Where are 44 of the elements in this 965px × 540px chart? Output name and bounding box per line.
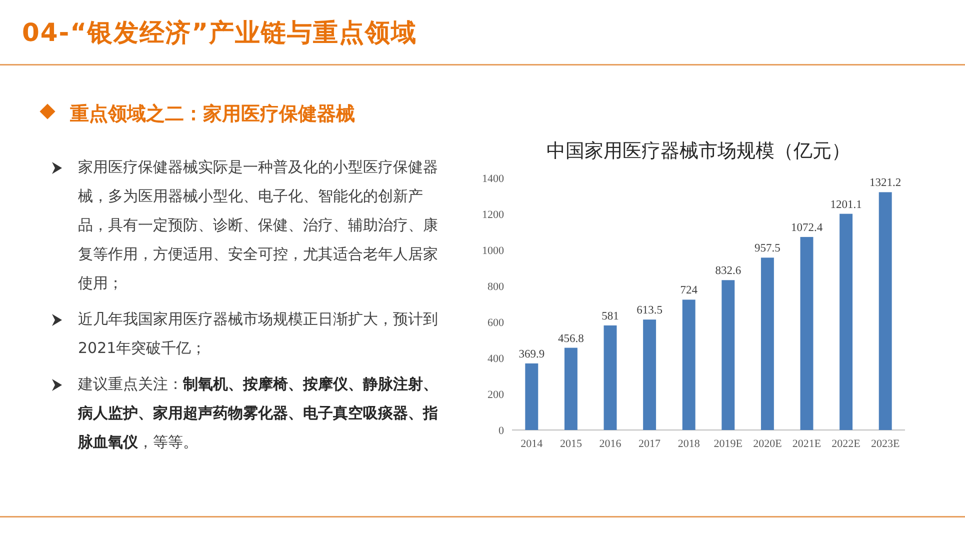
data-label: 456.8 <box>558 332 584 345</box>
y-tick-label: 1200 <box>482 209 504 221</box>
x-tick-label: 2023E <box>870 438 900 450</box>
x-tick-label: 2017 <box>638 438 662 450</box>
bar <box>760 258 774 430</box>
data-label: 832.6 <box>715 265 742 278</box>
text: 重点领域之二：家用医疗保健器械 <box>70 102 355 127</box>
data-label: 1321.2 <box>870 177 902 190</box>
bar <box>682 300 696 430</box>
bar <box>878 192 892 430</box>
y-tick-label: 400 <box>488 353 504 365</box>
x-tick-label: 2021E <box>792 438 822 450</box>
x-tick-label: 2015 <box>560 438 582 450</box>
y-tick-label: 800 <box>488 281 504 293</box>
data-label: 613.5 <box>636 304 663 317</box>
data-label: 1072.4 <box>790 222 823 234</box>
y-tick-label: 1400 <box>482 173 504 185</box>
text: 家用医疗保健器械实际是一种普及化的小型医疗保健器械，多为医用器械小型化、电子化、智能化的创新产品，具有一定预防、诊断、保健、治疗、辅助治疗、康复等作用，方便适用、安全可控，尤其适合老年人居家使用； <box>78 157 439 294</box>
data-label: 369.9 <box>518 348 545 360</box>
bar <box>800 236 814 430</box>
bar <box>525 363 538 430</box>
data-label: 724 <box>680 284 698 297</box>
text: 04-“银发经济”产业链与重点领域 <box>22 17 418 49</box>
x-tick-label: 2019E <box>714 438 743 450</box>
x-tick-label: 2020E <box>753 438 782 450</box>
x-tick-label: 2016 <box>599 438 622 450</box>
data-label: 581 <box>602 310 620 322</box>
bar <box>643 320 656 430</box>
y-tick-label: 0 <box>498 425 504 437</box>
y-tick-label: 200 <box>488 389 504 401</box>
bar <box>564 348 578 430</box>
data-label: 1201.1 <box>830 198 862 211</box>
x-tick-label: 2014 <box>520 438 544 450</box>
x-tick-label: 2022E <box>832 438 861 450</box>
y-tick-label: 600 <box>488 317 504 329</box>
bar <box>840 214 853 430</box>
x-tick-label: 2018 <box>678 438 700 450</box>
data-label: 957.5 <box>754 242 781 255</box>
bar <box>604 325 617 430</box>
text: 近几年我国家用医疗器械市场规模正日渐扩大，预计到2021年突破千亿； <box>78 309 439 359</box>
y-tick-label: 1000 <box>482 245 504 257</box>
bar <box>722 280 735 430</box>
text: 建议重点关注：制氧机、按摩椅、按摩仪、静脉注射、病人监护、家用超声药物雾化器、电子真空吸痰器、指脉血氧仪，等等。 <box>78 374 439 453</box>
chart-title: 中国家用医疗器械市场规模（亿元） <box>546 140 850 162</box>
